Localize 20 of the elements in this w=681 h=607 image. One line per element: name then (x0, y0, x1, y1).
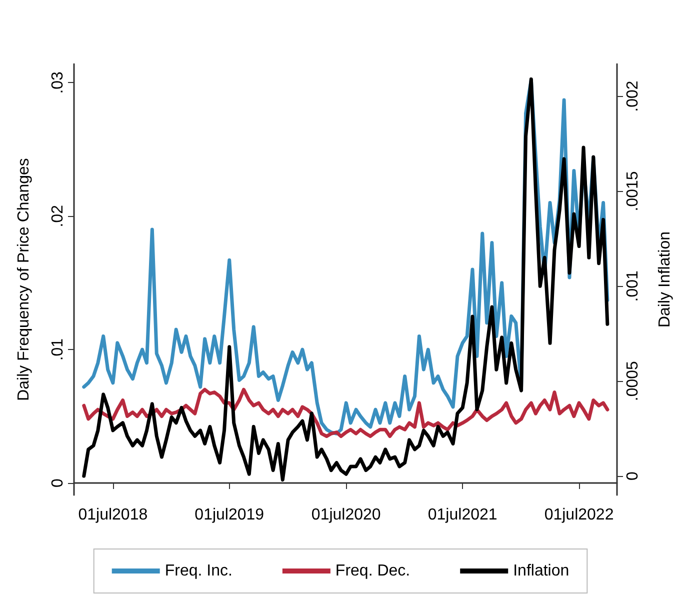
y-tick-label: .01 (50, 338, 66, 361)
y2-axis-title: Daily Inflation (656, 231, 674, 328)
line-series (82, 388, 610, 438)
legend-label: Freq. Inc. (164, 562, 232, 580)
y-axis-title: Daily Frequency of Price Changes (16, 158, 32, 401)
legend-label: Inflation (513, 562, 570, 580)
y-tick-label: 0 (50, 478, 66, 488)
x-tick-label: 01jul2019 (194, 506, 264, 524)
x-tick-label: 01jul2018 (78, 506, 148, 524)
y-tick-label: .02 (50, 204, 66, 228)
y2-tick-label: 0 (624, 471, 642, 480)
y2-tick-label: .0015 (624, 171, 642, 212)
y2-tick-label: .001 (624, 270, 642, 302)
y2-tick-label: .002 (624, 80, 642, 112)
legend-label: Freq. Dec. (335, 562, 410, 580)
y-tick-label: .03 (50, 71, 66, 94)
x-tick-label: 01jul2021 (428, 506, 498, 524)
x-tick-label: 01jul2022 (544, 506, 614, 524)
x-tick-label: 01jul2020 (311, 506, 381, 524)
y2-tick-label: .0005 (624, 360, 642, 402)
